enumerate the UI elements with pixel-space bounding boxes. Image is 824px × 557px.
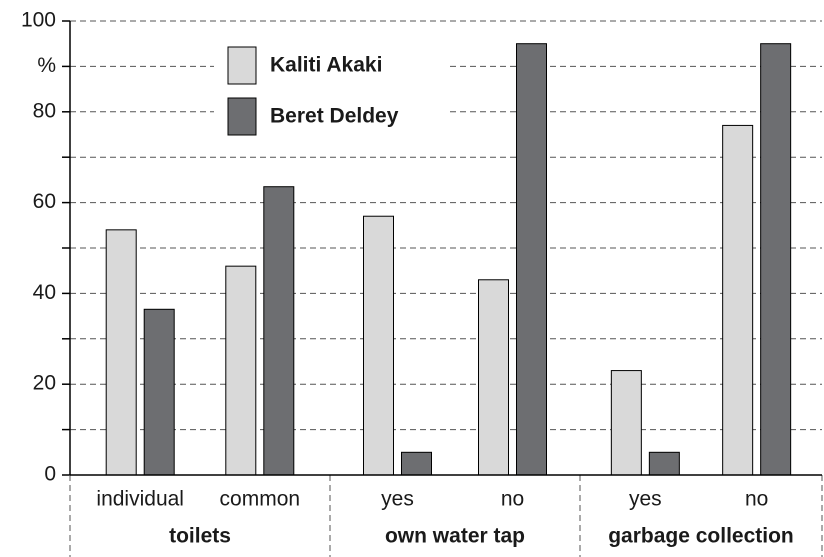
- x-tick-label: no: [501, 488, 524, 511]
- bar: [263, 186, 295, 476]
- bar: [105, 229, 137, 476]
- y-tick-label: 100: [21, 9, 56, 32]
- y-tick-label: 0: [44, 463, 56, 486]
- group-label: own water tap: [385, 525, 525, 548]
- y-tick-label: 60: [33, 190, 56, 213]
- y-tick-label: %: [37, 54, 56, 77]
- x-tick-label: common: [220, 488, 301, 511]
- legend-label: Beret Deldey: [270, 105, 399, 128]
- legend-swatch: [227, 46, 257, 85]
- x-tick-label: no: [745, 488, 768, 511]
- legend-label: Kaliti Akaki: [270, 54, 382, 77]
- bar: [610, 370, 642, 476]
- bar: [363, 215, 394, 476]
- bar: [760, 43, 792, 476]
- bar: [225, 265, 257, 476]
- group-label: toilets: [169, 525, 231, 548]
- y-tick-label: 80: [33, 99, 56, 122]
- bar: [722, 124, 754, 476]
- x-tick-label: individual: [96, 488, 184, 511]
- x-tick-label: yes: [381, 488, 414, 511]
- bar: [648, 451, 680, 476]
- bar: [143, 308, 175, 476]
- y-tick-label: 40: [33, 281, 56, 304]
- group-label: garbage collection: [608, 525, 794, 548]
- y-tick-label: 20: [33, 372, 56, 395]
- bar: [401, 451, 432, 476]
- bar: [516, 43, 547, 476]
- legend-swatch: [227, 97, 257, 136]
- x-tick-label: yes: [629, 488, 662, 511]
- bar: [478, 279, 509, 476]
